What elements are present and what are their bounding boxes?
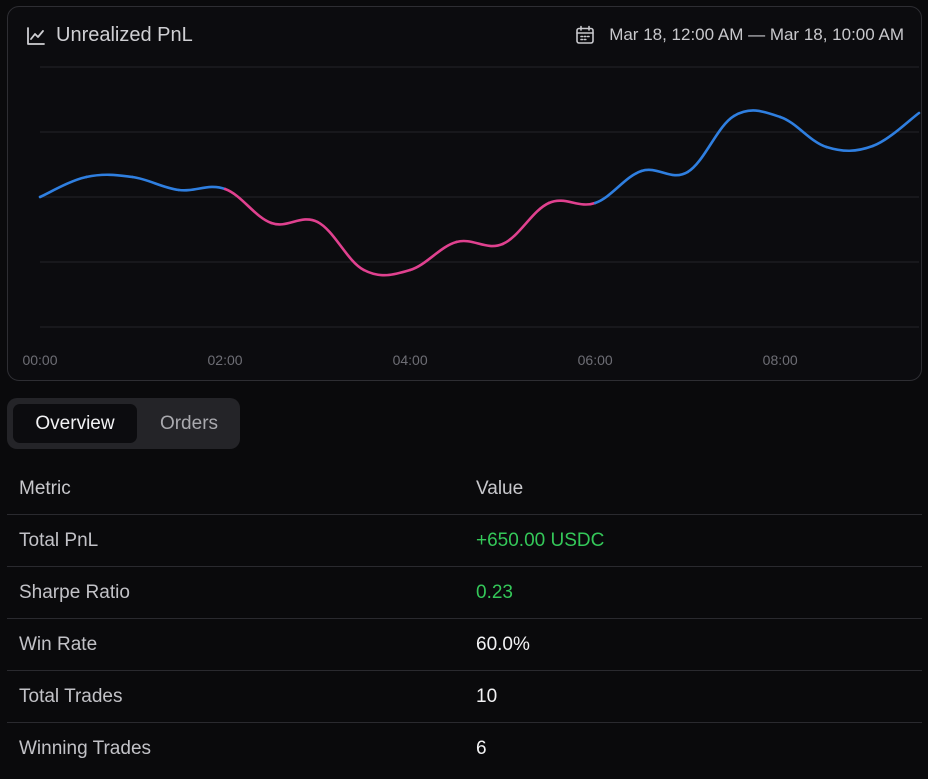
chart-title: Unrealized PnL [56, 24, 193, 46]
pnl-line-segment [778, 115, 828, 149]
pnl-line-segment [177, 185, 227, 192]
calendar-icon[interactable] [575, 25, 595, 45]
pnl-line-segment [84, 173, 134, 179]
pnl-line-segment [547, 199, 597, 206]
pnl-line-segment [362, 268, 412, 277]
pnl-line-segment [408, 240, 458, 272]
pnl-line-segment [593, 169, 643, 205]
pnl-line-segment [223, 187, 273, 225]
table-header-row: Metric Value [7, 463, 922, 515]
metric-label: Total PnL [19, 529, 99, 551]
chart-header: Unrealized PnL Mar 18, 12:00 AM — Mar 18… [8, 7, 921, 65]
pnl-line-segment [501, 201, 551, 246]
metric-value: 60.0% [476, 633, 530, 655]
x-tick-label: 08:00 [763, 352, 798, 368]
x-tick-label: 04:00 [393, 352, 428, 368]
metric-value: +650.00 USDC [476, 529, 605, 551]
metric-label: Win Rate [19, 633, 98, 655]
pnl-line-segment [686, 114, 736, 174]
pnl-chart-card: 00:00 02:00 04:00 06:00 08:00 Unrealized PnL… [7, 6, 922, 381]
pnl-line-segment [38, 175, 88, 199]
pnl-line-segment [270, 218, 319, 226]
pnl-line-chart: 00:00 02:00 04:00 06:00 08:00 [22, 66, 921, 368]
tab-orders[interactable]: Orders [159, 412, 219, 434]
x-tick-label: 00:00 [22, 352, 57, 368]
table-row: Winning Trades 6 [7, 723, 922, 775]
table-row: Win Rate 60.0% [7, 619, 922, 671]
metric-label: Sharpe Ratio [19, 581, 130, 603]
x-tick-label: 06:00 [578, 352, 613, 368]
metric-value: 0.23 [476, 581, 513, 603]
pnl-line-segment [732, 109, 782, 119]
pnl-line-segment [131, 175, 181, 192]
line-chart-icon [27, 27, 45, 45]
pnl-line-segment [640, 168, 689, 177]
table-row: Sharpe Ratio 0.23 [7, 567, 922, 619]
tab-bar: Overview Orders [7, 398, 240, 449]
metric-label: Winning Trades [19, 738, 152, 759]
pnl-line-segment [455, 239, 504, 248]
pnl-line-segment [316, 220, 366, 272]
pnl-line-segment [871, 111, 921, 148]
x-tick-label: 02:00 [208, 352, 243, 368]
date-range-label[interactable]: Mar 18, 12:00 AM — Mar 18, 10:00 AM [609, 25, 904, 44]
tab-overview[interactable]: Overview [13, 404, 137, 443]
pnl-line-segment [825, 144, 875, 153]
header-value: Value [476, 477, 524, 499]
metric-value: 10 [476, 685, 498, 707]
metrics-table: Metric Value Total PnL +650.00 USDC Shar… [7, 463, 922, 775]
table-row: Total PnL +650.00 USDC [7, 515, 922, 567]
metric-label: Total Trades [19, 685, 123, 707]
metric-value: 6 [476, 738, 487, 759]
table-row: Total Trades 10 [7, 671, 922, 723]
header-metric: Metric [19, 477, 71, 499]
